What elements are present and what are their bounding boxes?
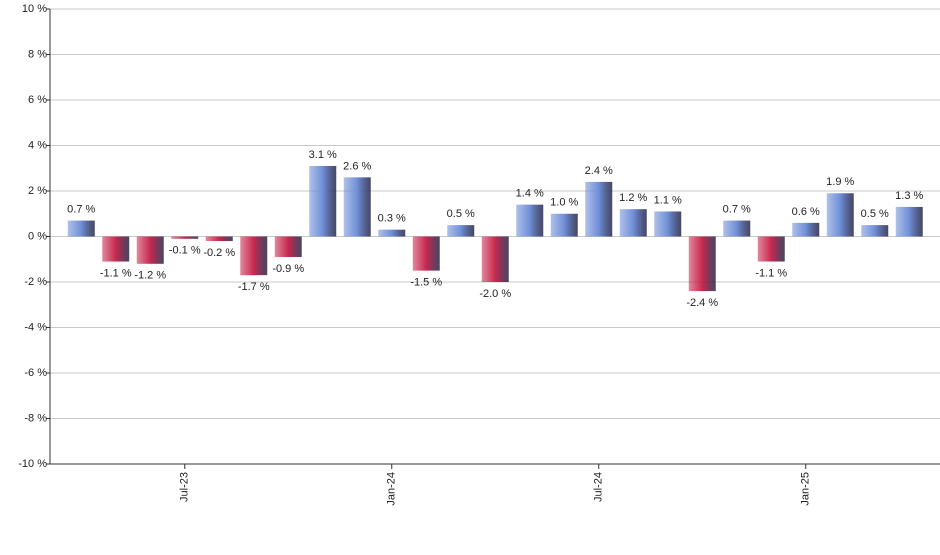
data-label: 0.6 % [792, 206, 820, 218]
data-label: 0.7 % [67, 203, 95, 215]
data-label: 1.0 % [550, 197, 578, 209]
y-tick-label: -8 % [24, 412, 47, 424]
bar [757, 236, 785, 262]
data-label: -1.7 % [238, 281, 270, 293]
bar [240, 236, 268, 276]
bar [205, 236, 233, 242]
bar [309, 165, 337, 237]
data-label: -1.1 % [100, 267, 132, 279]
bar [378, 229, 406, 237]
bar [826, 193, 854, 237]
y-tick-label: 10 % [22, 3, 47, 15]
data-label: 0.7 % [723, 203, 751, 215]
x-tick-label: Jan-24 [386, 472, 398, 506]
bar [688, 236, 716, 292]
bar [447, 225, 475, 237]
bar [516, 204, 544, 237]
bar [171, 236, 199, 239]
bar [343, 177, 371, 237]
data-label: 1.4 % [516, 188, 544, 200]
bar [102, 236, 130, 262]
data-label: -0.9 % [272, 263, 304, 275]
bar [412, 236, 440, 271]
data-label: 0.3 % [378, 213, 406, 225]
data-label: 1.9 % [826, 176, 854, 188]
data-label: 1.1 % [654, 194, 682, 206]
bar [67, 220, 95, 237]
y-tick-label: 6 % [28, 94, 47, 106]
y-tick-label: 8 % [28, 48, 47, 60]
bar [136, 236, 164, 264]
x-tick-label: Jan-25 [800, 472, 812, 506]
bar [550, 213, 578, 237]
data-label: -1.1 % [755, 267, 787, 279]
bar [619, 209, 647, 237]
bar [585, 181, 613, 237]
data-label: 1.3 % [895, 190, 923, 202]
data-label: -2.4 % [686, 297, 718, 309]
data-label: 0.5 % [447, 208, 475, 220]
data-label: -0.1 % [169, 245, 201, 257]
y-tick-label: -10 % [18, 458, 47, 470]
x-tick-label: Jul-23 [179, 472, 191, 502]
data-label: -0.2 % [203, 247, 235, 259]
bar [723, 220, 751, 237]
y-tick-label: 0 % [28, 230, 47, 242]
data-label: -1.2 % [134, 270, 166, 282]
x-tick-label: Jul-24 [593, 472, 605, 502]
data-label: 2.6 % [343, 160, 371, 172]
y-tick-label: -2 % [24, 276, 47, 288]
bar [895, 206, 923, 237]
data-label: 3.1 % [309, 149, 337, 161]
data-label: 1.2 % [619, 192, 647, 204]
y-tick-label: 2 % [28, 185, 47, 197]
y-tick-label: 4 % [28, 139, 47, 151]
data-label: 2.4 % [585, 165, 613, 177]
bar [792, 222, 820, 237]
data-label: -1.5 % [410, 277, 442, 289]
y-tick-label: -6 % [24, 367, 47, 379]
data-label: -2.0 % [479, 288, 511, 300]
bar [861, 225, 889, 237]
data-label: 0.5 % [861, 208, 889, 220]
y-tick-label: -4 % [24, 321, 47, 333]
bar [481, 236, 509, 282]
bar [274, 236, 302, 257]
bar [654, 211, 682, 237]
